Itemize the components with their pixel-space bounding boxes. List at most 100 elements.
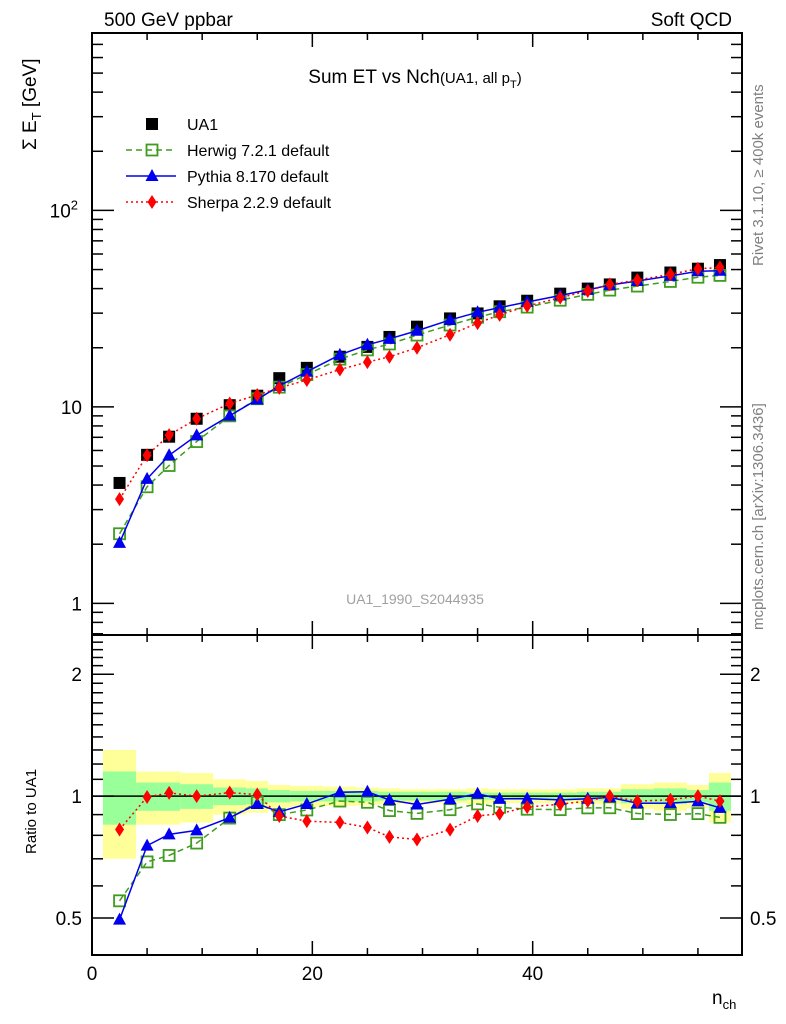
- title-main: Sum ET vs Nch: [308, 67, 440, 88]
- ratio-point: [473, 808, 483, 823]
- legend-marker: [145, 143, 159, 157]
- ratio-point: [113, 894, 126, 908]
- main-ylabel: Σ ET [GeV]: [20, 58, 44, 150]
- main-line: [118, 274, 721, 535]
- data-point: [360, 337, 374, 350]
- data-point: [443, 312, 457, 325]
- ratio-point: [443, 792, 457, 805]
- ratio-point: [115, 822, 125, 837]
- data-point: [140, 471, 154, 484]
- legend-label: Herwig 7.2.1 default: [187, 143, 330, 160]
- y-tick-label: 102: [50, 197, 78, 222]
- ratio-point: [190, 823, 204, 836]
- main-title: Sum ET vs Nch(UA1, all pT): [308, 67, 521, 91]
- x-tick-label: 0: [87, 964, 98, 985]
- data-point: [225, 396, 235, 411]
- ratio-point: [520, 791, 534, 804]
- legend-label: Sherpa 2.2.9 default: [187, 195, 332, 212]
- data-point: [410, 323, 424, 336]
- data-point: [473, 316, 483, 331]
- mcplots-text: mcplots.cern.ch [arXiv:1306.3436]: [750, 403, 767, 630]
- data-series: [113, 259, 727, 925]
- ratio-point: [663, 808, 677, 821]
- ratio-point: [333, 785, 347, 798]
- legend-marker: [145, 169, 159, 181]
- data-point: [445, 327, 455, 342]
- data-point: [412, 340, 422, 355]
- y-tick-label: 1: [71, 594, 82, 615]
- ratio-point: [693, 789, 703, 804]
- ratio-y-tick-label-left: 2: [71, 665, 82, 686]
- data-point: [493, 300, 507, 313]
- ratio-point: [471, 786, 485, 799]
- ratio-point: [190, 836, 204, 850]
- ratio-point: [360, 784, 374, 797]
- ratio-point: [223, 810, 237, 823]
- data-point: [113, 535, 127, 548]
- title-suffix-sub: T: [510, 79, 517, 91]
- ratio-point: [632, 794, 642, 809]
- data-point: [555, 290, 565, 305]
- y-tick-label: 10: [61, 398, 82, 419]
- x-tick-label: 40: [522, 964, 543, 985]
- ratio-y-tick-label-right: 0.5: [750, 909, 776, 930]
- ratio-point: [192, 789, 202, 804]
- ratio-point: [335, 815, 345, 830]
- series-pythia: [113, 263, 727, 925]
- data-point: [300, 364, 314, 377]
- ratio-point: [382, 793, 396, 806]
- ratio-point: [522, 800, 532, 815]
- ratio-point: [384, 829, 394, 844]
- ratio-y-tick-label-left: 0.5: [56, 909, 82, 930]
- ratio-point: [142, 790, 152, 805]
- title-suffix-end: ): [517, 70, 522, 87]
- ratio-line: [118, 800, 721, 902]
- data-point: [665, 267, 675, 282]
- data-point: [115, 492, 125, 507]
- legend-label: UA1: [187, 117, 218, 134]
- data-point: [382, 331, 396, 344]
- ratio-y-tick-label-left: 1: [71, 787, 82, 808]
- legend-marker: [146, 118, 158, 130]
- ratio-ylabel: Ratio to UA1: [23, 769, 40, 854]
- ratio-point: [252, 787, 262, 802]
- header-right: Soft QCD: [651, 10, 732, 31]
- ratio-point: [274, 809, 284, 824]
- ratio-point: [410, 797, 424, 810]
- header-left: 500 GeV ppbar: [104, 10, 234, 31]
- ratio-point: [164, 785, 174, 800]
- data-point: [384, 349, 394, 364]
- xlabel: nch: [712, 988, 736, 1012]
- ratio-point: [583, 793, 593, 808]
- data-point: [252, 387, 262, 402]
- main-line: [118, 270, 720, 544]
- data-point: [495, 307, 505, 322]
- ratio-point: [302, 814, 312, 829]
- data-point: [190, 428, 204, 441]
- ratio-point: [412, 832, 422, 847]
- ratio-point: [715, 794, 725, 809]
- data-point: [302, 373, 312, 388]
- ratio-point: [362, 820, 372, 835]
- data-point: [333, 347, 347, 360]
- data-point: [223, 408, 237, 421]
- data-point: [162, 448, 176, 461]
- title-suffix: (UA1, all p: [440, 70, 510, 87]
- data-point: [693, 261, 703, 276]
- data-point: [522, 299, 532, 314]
- stat-uncertainty-band: [103, 771, 137, 825]
- data-point: [335, 362, 345, 377]
- ratio-point: [113, 912, 127, 925]
- ratio-point: [250, 796, 264, 809]
- data-point: [605, 277, 615, 292]
- series-ua1: [113, 259, 726, 489]
- ratio-point: [445, 822, 455, 837]
- x-tick-label: 20: [302, 964, 323, 985]
- ratio-y-tick-label-right: 1: [750, 787, 761, 808]
- ratio-frame: [91, 634, 743, 956]
- data-point: [164, 428, 174, 443]
- ratio-point: [225, 785, 235, 800]
- series-sherpa: [115, 260, 725, 847]
- data-point: [113, 476, 126, 489]
